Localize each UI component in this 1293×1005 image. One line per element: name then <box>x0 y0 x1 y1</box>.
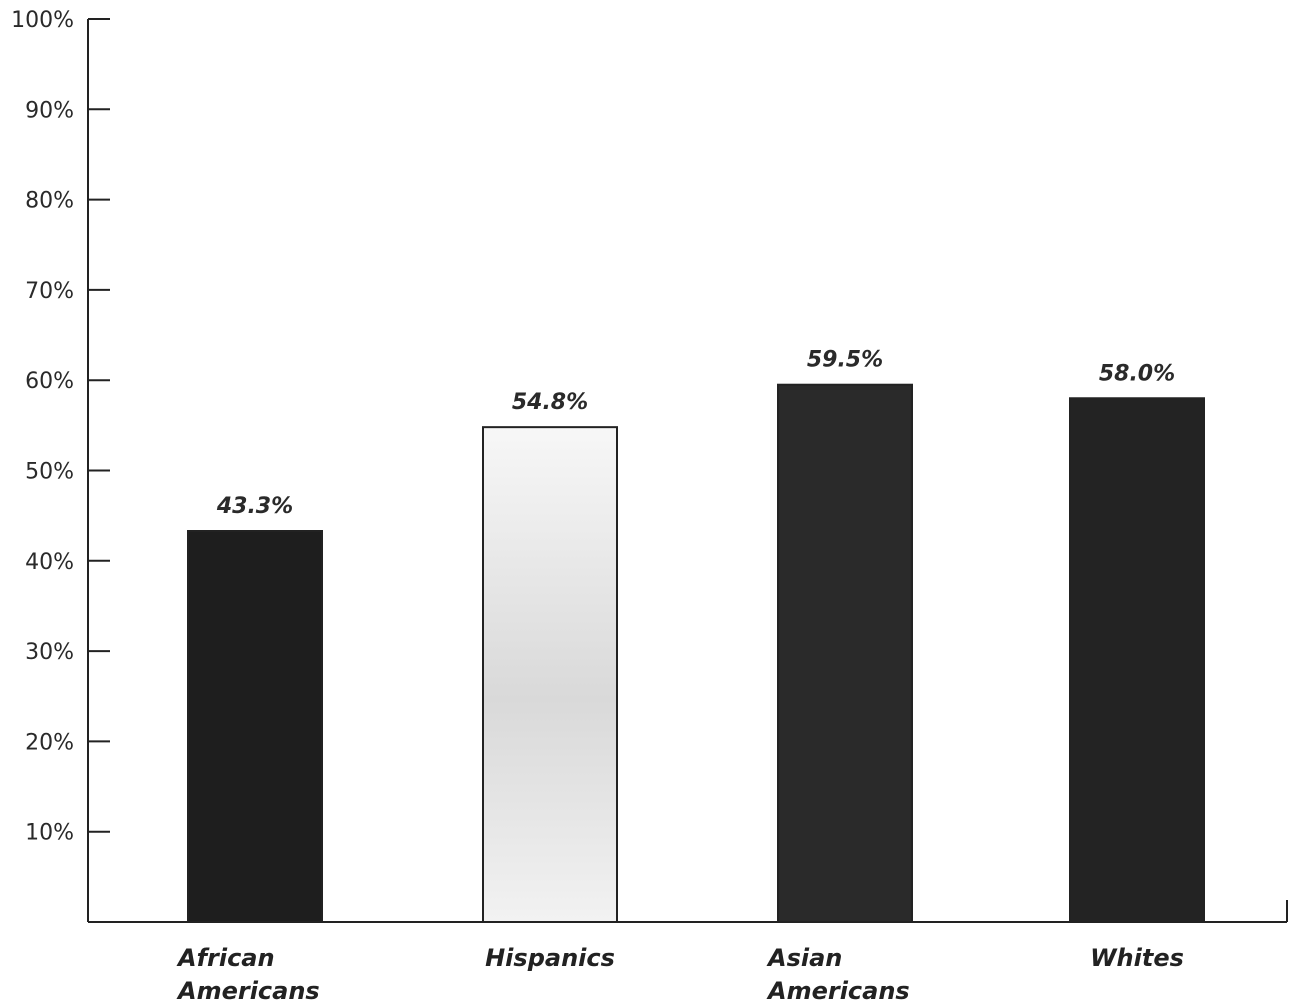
data-label: 59.5% <box>807 348 883 373</box>
y-tick-label: 30% <box>25 640 74 665</box>
category-label: Hispanics <box>485 944 615 972</box>
category-label: Whites <box>1090 944 1184 972</box>
y-tick-label: 10% <box>25 821 74 846</box>
bar <box>1069 397 1205 923</box>
y-tick-label: 40% <box>25 550 74 575</box>
y-tick-label: 50% <box>25 460 74 485</box>
data-label: 58.0% <box>1099 361 1175 386</box>
data-label: 54.8% <box>512 390 588 415</box>
category-label: African <box>176 944 275 972</box>
bar <box>482 426 618 923</box>
bar <box>187 530 323 923</box>
category-label: Americans <box>176 977 320 1005</box>
y-tick-label: 100% <box>11 8 74 33</box>
data-label: 43.3% <box>216 494 293 519</box>
category-label: Americans <box>766 977 910 1005</box>
y-tick-label: 80% <box>25 189 74 214</box>
y-tick-label: 90% <box>25 98 74 123</box>
bar <box>777 383 913 923</box>
y-tick-label: 60% <box>25 369 74 394</box>
y-tick-label: 70% <box>25 279 74 304</box>
category-label: Asian <box>766 944 842 972</box>
y-tick-label: 20% <box>25 730 74 755</box>
